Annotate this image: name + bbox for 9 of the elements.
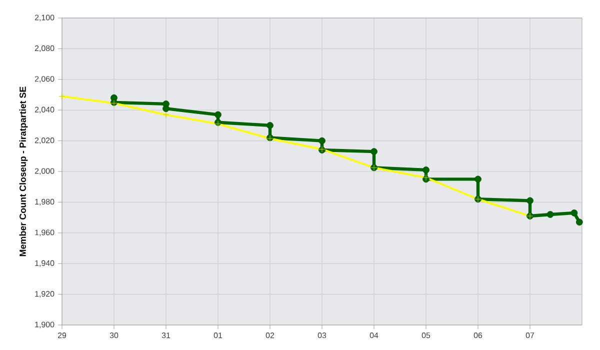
point	[214, 111, 222, 118]
point	[422, 166, 430, 174]
point	[318, 137, 326, 144]
point	[162, 105, 170, 112]
point	[526, 197, 534, 204]
point	[370, 148, 378, 155]
point	[266, 122, 274, 129]
point	[474, 176, 482, 183]
y-axis-title: Member Count Closeup - Piratpartiet SE	[19, 86, 28, 256]
